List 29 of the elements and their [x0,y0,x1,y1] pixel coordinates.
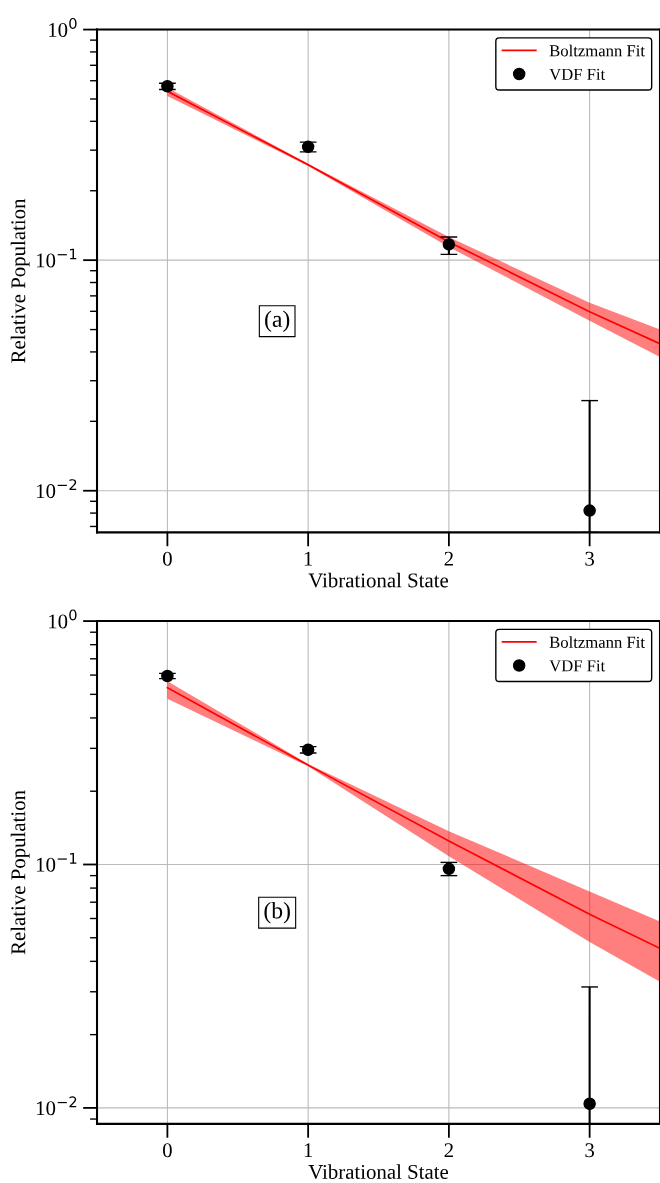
y-axis-title: Relative Population [10,790,30,955]
x-tick-label: 2 [444,1143,453,1158]
point [442,238,456,251]
legend-label: VDF Fit [549,660,606,672]
point [301,743,315,757]
y-tick-label: 10$^{0}$ [49,17,77,37]
x-axis-title: Vibrational State [308,572,449,588]
y-tick-label: 10$^{−2}$ [36,479,77,499]
point [583,504,596,517]
annotation: (b) [264,901,290,924]
x-tick-label: 3 [585,551,595,566]
point [583,1097,596,1111]
x-tick-label: 1 [304,551,313,566]
y-tick-label: 10$^{0}$ [49,609,77,629]
x-tick-label: 0 [162,1143,172,1158]
x-tick-label: 2 [444,551,453,566]
legend-label: Boltzmann Fit [549,44,645,57]
point [161,79,174,93]
annotation: (a) [265,310,290,332]
y-axis-title: Relative Population [10,198,30,363]
y-tick-label: 10$^{−1}$ [36,248,77,268]
x-tick-label: 0 [162,551,172,566]
y-tick-label: 10$^{−1}$ [36,853,77,872]
x-tick-label: 1 [304,1143,313,1158]
legend-label: VDF Fit [549,68,606,81]
y-tick-label: 10$^{−2}$ [36,1096,77,1116]
legend-label: Boltzmann Fit [549,636,645,648]
x-tick-label: 3 [585,1143,595,1158]
x-axis-title: Vibrational State [308,1164,449,1180]
